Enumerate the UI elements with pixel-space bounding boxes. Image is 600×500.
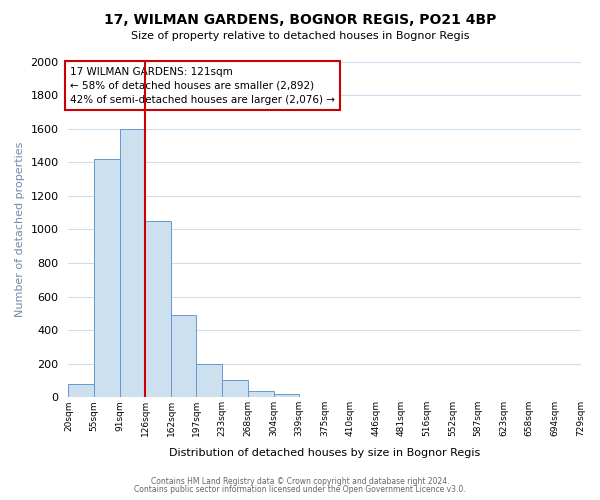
X-axis label: Distribution of detached houses by size in Bognor Regis: Distribution of detached houses by size … bbox=[169, 448, 480, 458]
Bar bbox=[222, 380, 248, 397]
Bar bbox=[196, 364, 222, 397]
Bar bbox=[145, 221, 171, 397]
Bar bbox=[248, 390, 274, 397]
Text: Contains public sector information licensed under the Open Government Licence v3: Contains public sector information licen… bbox=[134, 485, 466, 494]
Bar bbox=[171, 315, 196, 397]
Text: 17 WILMAN GARDENS: 121sqm
← 58% of detached houses are smaller (2,892)
42% of se: 17 WILMAN GARDENS: 121sqm ← 58% of detac… bbox=[70, 66, 335, 104]
Bar bbox=[94, 159, 119, 397]
Bar bbox=[119, 128, 145, 397]
Bar bbox=[68, 384, 94, 397]
Text: 17, WILMAN GARDENS, BOGNOR REGIS, PO21 4BP: 17, WILMAN GARDENS, BOGNOR REGIS, PO21 4… bbox=[104, 12, 496, 26]
Text: Contains HM Land Registry data © Crown copyright and database right 2024.: Contains HM Land Registry data © Crown c… bbox=[151, 477, 449, 486]
Bar bbox=[274, 394, 299, 397]
Text: Size of property relative to detached houses in Bognor Regis: Size of property relative to detached ho… bbox=[131, 31, 469, 41]
Y-axis label: Number of detached properties: Number of detached properties bbox=[15, 142, 25, 317]
